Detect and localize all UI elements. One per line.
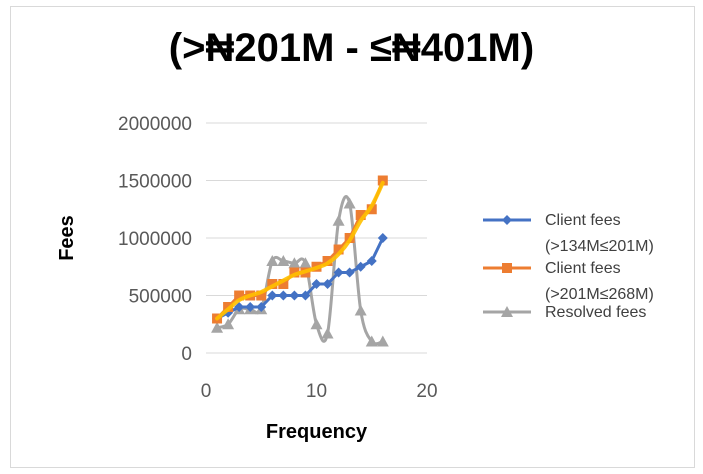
- series-1-point-2: [234, 290, 245, 301]
- series-2-point-1: [222, 318, 235, 330]
- series-0-point-4: [256, 302, 267, 312]
- series-1-point-11: [333, 244, 344, 255]
- series-2-point-12: [343, 197, 356, 209]
- y-axis-title: Fees: [56, 215, 78, 261]
- x-tick-label-1: 10: [306, 381, 327, 402]
- series-2-point-6: [277, 255, 290, 266]
- series-1-point-6: [278, 279, 289, 289]
- series-0-point-9: [311, 279, 322, 289]
- trendline: [215, 180, 385, 321]
- series-1-point-7: [289, 267, 300, 278]
- series-0-point-13: [355, 261, 366, 272]
- legend-label-0-1: (>134M≤201M): [545, 238, 654, 255]
- series-2-point-5: [266, 255, 279, 266]
- legend-marker-0: [502, 215, 512, 225]
- chart-title: (>₦201M - ≤₦401M): [168, 26, 535, 70]
- series-0-point-15: [377, 233, 388, 243]
- series-2-point-15: [376, 335, 389, 347]
- series-2-point-11: [332, 214, 345, 226]
- legend-label-0-0: Client fees: [545, 212, 621, 229]
- x-axis-title: Frequency: [266, 421, 368, 443]
- legend-label-1-1: (>201M≤268M): [545, 286, 654, 303]
- y-tick-label-4: 2000000: [118, 114, 192, 135]
- series-0-point-12: [344, 267, 355, 278]
- legend-label-1-0: Client fees: [545, 260, 621, 277]
- series-0-point-7: [289, 290, 300, 301]
- series-0-point-2: [234, 302, 245, 312]
- series-0-point-5: [267, 290, 278, 301]
- series-0-point-6: [278, 290, 289, 301]
- series-2-point-13: [354, 304, 367, 316]
- y-tick-label-1: 500000: [129, 287, 192, 308]
- series-0-point-8: [300, 290, 311, 301]
- series-0-point-10: [322, 279, 333, 289]
- series-0-point-11: [333, 267, 344, 278]
- series-2-point-10: [321, 327, 334, 339]
- x-tick-label-0: 0: [201, 381, 212, 402]
- series-2-point-14: [365, 335, 378, 347]
- legend-marker-1: [502, 263, 512, 273]
- y-tick-label-0: 0: [181, 344, 192, 365]
- y-tick-label-3: 1500000: [118, 172, 192, 193]
- series-1-point-15: [377, 175, 388, 186]
- series-2-point-9: [310, 318, 323, 330]
- series-2-point-8: [299, 257, 312, 269]
- series-2-point-7: [288, 257, 301, 269]
- series-1-point-13: [355, 210, 366, 220]
- series-0-point-14: [366, 256, 377, 266]
- legend-label-2-0: Resolved fees: [545, 304, 646, 321]
- series-line-0: [216, 237, 385, 320]
- series-1-point-5: [267, 279, 278, 289]
- x-tick-label-2: 20: [416, 381, 437, 402]
- y-tick-label-2: 1000000: [118, 229, 192, 250]
- legend-marker-2: [501, 306, 513, 317]
- series-1-point-4: [256, 290, 267, 301]
- series-0-point-3: [245, 302, 256, 312]
- series-2-point-0: [211, 321, 224, 333]
